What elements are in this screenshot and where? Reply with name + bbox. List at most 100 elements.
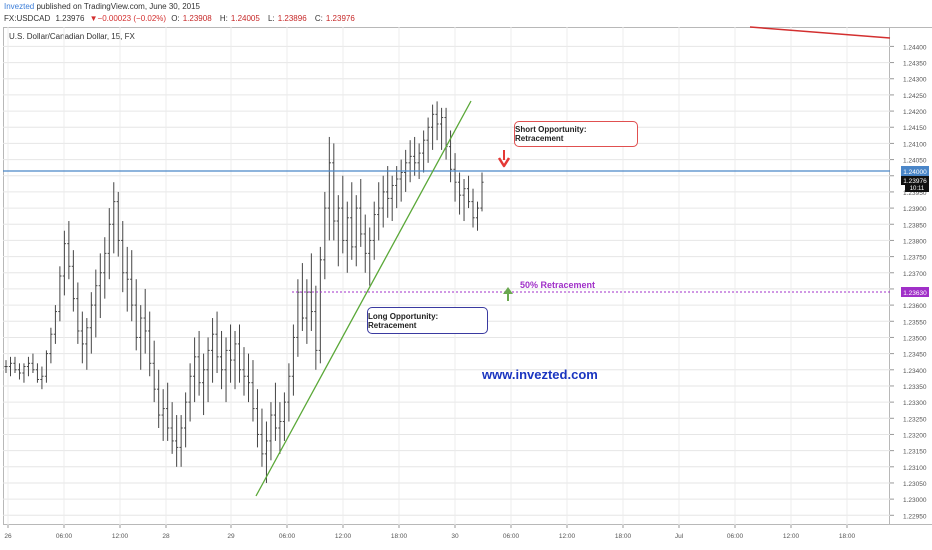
- y-tick-label: 1.23700: [903, 271, 927, 278]
- y-tick-label: 1.23200: [903, 432, 927, 439]
- x-tick-label: 26: [4, 533, 12, 540]
- ohlc-bar: [98, 253, 102, 319]
- y-tick-label: 1.23750: [903, 255, 927, 262]
- ohlc-bar: [368, 227, 372, 286]
- ohlc-bar: [112, 182, 116, 254]
- ohlc-bar: [121, 221, 125, 293]
- x-tick-label: 12:00: [112, 533, 129, 540]
- ohlc-bar: [26, 356, 31, 377]
- y-tick-label: 1.23150: [903, 449, 927, 456]
- top-trend-line[interactable]: [749, 26, 891, 39]
- y-tick-label: 1.24300: [903, 77, 927, 84]
- ohlc-bar: [417, 143, 421, 179]
- ohlc-bar: [345, 201, 349, 273]
- x-tick-label: 06:00: [279, 533, 296, 540]
- publish-info: Invezted published on TradingView.com, J…: [4, 2, 200, 11]
- ohlc-bar: [58, 266, 62, 322]
- ohlc-bar: [49, 327, 53, 364]
- ohlc-bar: [233, 330, 237, 390]
- ohlc-bar: [193, 337, 197, 403]
- ohlc-bar: [269, 402, 273, 461]
- ohlc-bar: [395, 166, 399, 209]
- ohlc-bar: [103, 237, 107, 299]
- ohlc-bar: [67, 221, 71, 280]
- ohlc-bar: [94, 269, 98, 338]
- y-tick-label: 1.23100: [903, 465, 927, 472]
- ohlc-bar: [354, 195, 358, 267]
- low-value: 1.23896: [277, 14, 307, 23]
- ohlc-bar: [363, 214, 367, 273]
- trend-line[interactable]: [255, 100, 472, 497]
- ohlc-bar: [413, 136, 417, 176]
- ohlc-bar: [201, 353, 206, 416]
- brand-link[interactable]: Invezted: [4, 2, 35, 11]
- y-tick-label: 1.24100: [903, 141, 927, 148]
- ohlc-bar: [134, 279, 138, 351]
- ohlc-bar: [35, 363, 40, 383]
- ohlc-bar: [148, 311, 152, 377]
- ohlc-bar: [282, 392, 287, 441]
- svg-text:1.23630: 1.23630: [903, 290, 927, 297]
- long-callout[interactable]: Long Opportunity: Retracement: [367, 307, 488, 334]
- ohlc-bar: [435, 101, 439, 141]
- high-value: 1.24005: [230, 14, 260, 23]
- up-arrow-icon: [503, 287, 513, 301]
- x-tick-label: 30: [451, 533, 459, 540]
- x-tick-label: 18:00: [391, 533, 408, 540]
- x-tick-label: 06:00: [56, 533, 73, 540]
- price-axis[interactable]: [890, 27, 932, 525]
- svg-text:1.23976: 1.23976: [903, 178, 927, 185]
- y-tick-label: 1.24400: [903, 44, 927, 51]
- price-marker-retracement: 1.23630: [901, 287, 929, 297]
- ohlc-bar: [206, 337, 210, 403]
- ohlc-bar: [439, 107, 444, 150]
- ohlc-bar: [44, 350, 49, 383]
- ohlc-bar: [8, 356, 13, 377]
- ohlc-bar: [76, 282, 80, 344]
- y-tick-label: 1.23400: [903, 368, 927, 375]
- ohlc-bar: [323, 191, 327, 280]
- x-tick-label: Jul: [675, 533, 684, 540]
- ohlc-bar: [22, 363, 26, 383]
- price-marker-resistance: 1.24000: [901, 166, 929, 176]
- ohlc-bar: [179, 415, 183, 467]
- x-tick-label: 18:00: [615, 533, 632, 540]
- chart-pane[interactable]: [3, 27, 890, 525]
- quote-bar: FX:USDCAD 1.23976 ▼−0.00023 (−0.02%) O: 1…: [4, 14, 361, 23]
- retracement-label: 50% Retracement: [520, 280, 596, 290]
- ohlc-bar: [4, 360, 8, 374]
- y-tick-label: 1.24150: [903, 125, 927, 132]
- y-tick-label: 1.23000: [903, 497, 927, 504]
- ohlc-bar: [390, 175, 394, 222]
- ohlc-bar: [224, 337, 228, 403]
- y-tick-label: 1.23550: [903, 319, 927, 326]
- short-callout[interactable]: Short Opportunity: Retracement: [514, 121, 638, 147]
- ohlc-bar: [166, 382, 170, 441]
- watermark: www.invezted.com: [482, 367, 598, 382]
- ohlc-bar: [314, 285, 318, 370]
- y-tick-label: 1.22950: [903, 513, 927, 520]
- ohlc-bar: [318, 246, 322, 364]
- y-tick-label: 1.23950: [903, 190, 927, 197]
- ohlc-bar: [242, 347, 246, 396]
- ohlc-bar: [71, 250, 75, 312]
- y-tick-label: 1.23250: [903, 416, 927, 423]
- y-tick-label: 1.23350: [903, 384, 927, 391]
- publish-text: published on TradingView.com, June 30, 2…: [34, 2, 200, 11]
- ohlc-bar: [444, 107, 448, 160]
- ohlc-bar: [161, 389, 165, 441]
- x-tick-label: 06:00: [727, 533, 744, 540]
- ohlc-bar: [480, 172, 484, 212]
- ohlc-bar: [475, 201, 480, 231]
- ohlc-bar: [139, 305, 143, 370]
- symbol-label: FX:USDCAD: [4, 14, 51, 23]
- y-tick-label: 1.24050: [903, 158, 927, 165]
- y-tick-label: 1.23450: [903, 352, 927, 359]
- down-arrow-icon: [497, 150, 511, 168]
- ohlc-bar: [13, 356, 17, 374]
- x-tick-label: 18:00: [839, 533, 856, 540]
- close-value: 1.23976: [325, 14, 355, 23]
- ohlc-bar: [184, 392, 188, 448]
- ohlc-bar: [152, 340, 156, 403]
